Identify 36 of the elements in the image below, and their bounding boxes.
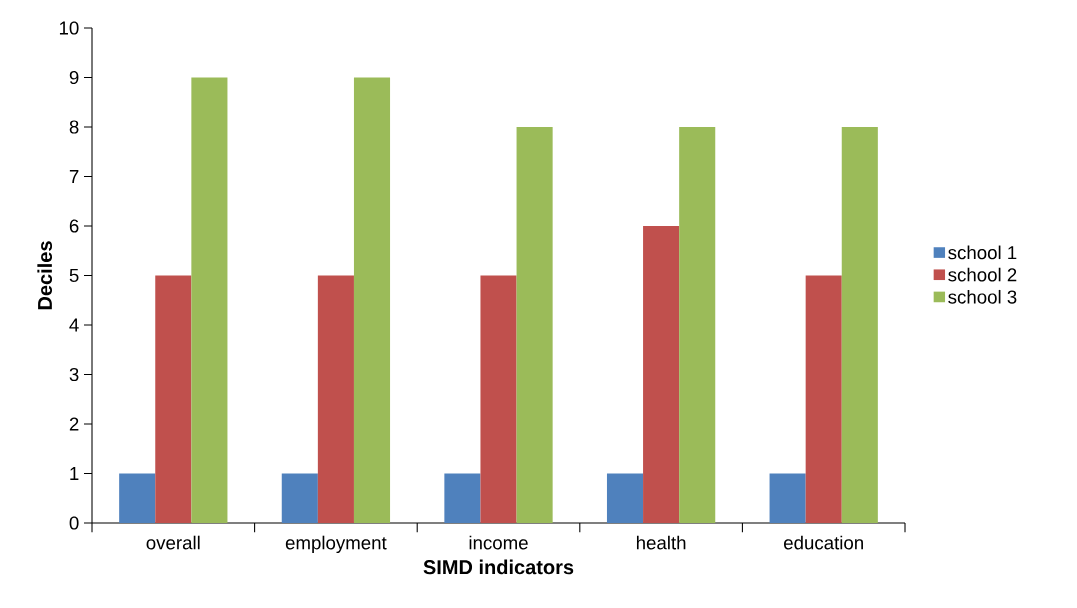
bar bbox=[155, 275, 192, 523]
bar bbox=[516, 127, 553, 523]
bar bbox=[769, 473, 806, 523]
y-tick-label: 9 bbox=[69, 70, 79, 85]
bar bbox=[643, 226, 680, 523]
bar bbox=[444, 473, 481, 523]
x-tick-label: health bbox=[636, 535, 686, 550]
bar bbox=[281, 473, 318, 523]
bar bbox=[679, 127, 716, 523]
y-axis-title: Deciles bbox=[37, 241, 53, 310]
bar bbox=[191, 77, 228, 523]
x-tick-label: employment bbox=[285, 535, 387, 554]
x-tick-label: income bbox=[469, 535, 528, 550]
bar bbox=[841, 127, 878, 523]
y-tick-label: 8 bbox=[69, 120, 79, 134]
x-axis-title: SIMD indicators bbox=[423, 559, 574, 575]
y-tick-label: 2 bbox=[69, 417, 79, 431]
bar bbox=[317, 275, 354, 523]
bar bbox=[353, 77, 391, 523]
y-tick-label: 0 bbox=[69, 516, 79, 530]
legend-label: school 3 bbox=[948, 289, 1017, 304]
y-tick-label: 7 bbox=[69, 170, 79, 183]
bar bbox=[480, 275, 517, 523]
y-tick-label: 1 bbox=[70, 467, 79, 480]
x-tick-label: overall bbox=[146, 535, 200, 550]
x-tick-label: education bbox=[784, 535, 863, 550]
legend-label: school 1 bbox=[948, 245, 1017, 260]
legend-label: school 2 bbox=[948, 267, 1017, 282]
bar bbox=[119, 473, 156, 523]
y-tick-label: 5 bbox=[69, 268, 79, 283]
bar bbox=[606, 473, 644, 523]
y-tick-label: 4 bbox=[69, 318, 79, 332]
y-tick-label: 6 bbox=[69, 219, 79, 233]
y-tick-label: 10 bbox=[59, 21, 79, 35]
y-tick-label: 3 bbox=[69, 367, 79, 382]
bar bbox=[805, 275, 842, 523]
